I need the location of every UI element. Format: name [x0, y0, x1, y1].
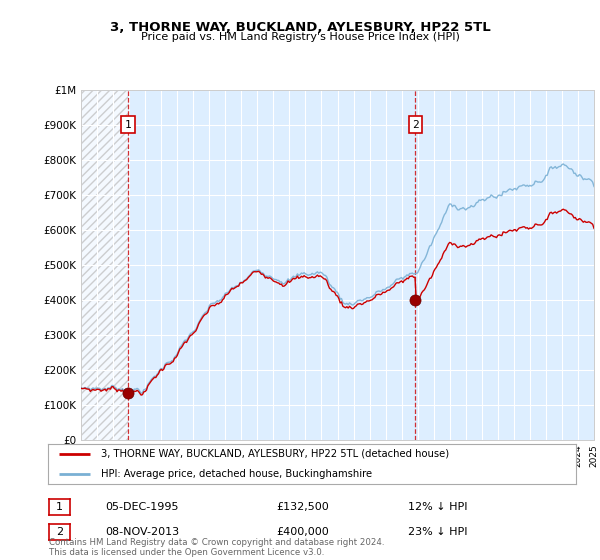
Text: £132,500: £132,500: [276, 502, 329, 512]
Text: 3, THORNE WAY, BUCKLAND, AYLESBURY, HP22 5TL (detached house): 3, THORNE WAY, BUCKLAND, AYLESBURY, HP22…: [101, 449, 449, 459]
Text: 2: 2: [56, 527, 63, 537]
Text: 1: 1: [124, 120, 131, 129]
Text: HPI: Average price, detached house, Buckinghamshire: HPI: Average price, detached house, Buck…: [101, 469, 372, 479]
Text: Price paid vs. HM Land Registry's House Price Index (HPI): Price paid vs. HM Land Registry's House …: [140, 32, 460, 43]
Text: 08-NOV-2013: 08-NOV-2013: [105, 527, 179, 537]
Text: 1: 1: [56, 502, 63, 512]
Text: 3, THORNE WAY, BUCKLAND, AYLESBURY, HP22 5TL: 3, THORNE WAY, BUCKLAND, AYLESBURY, HP22…: [110, 21, 490, 34]
Text: 05-DEC-1995: 05-DEC-1995: [105, 502, 179, 512]
Text: £400,000: £400,000: [276, 527, 329, 537]
Bar: [81, 90, 128, 440]
Text: Contains HM Land Registry data © Crown copyright and database right 2024.
This d: Contains HM Land Registry data © Crown c…: [49, 538, 385, 557]
Text: 23% ↓ HPI: 23% ↓ HPI: [408, 527, 467, 537]
Text: 2: 2: [412, 120, 419, 129]
Text: 12% ↓ HPI: 12% ↓ HPI: [408, 502, 467, 512]
